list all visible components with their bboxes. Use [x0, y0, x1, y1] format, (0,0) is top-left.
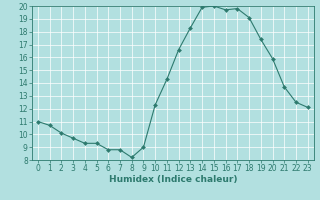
X-axis label: Humidex (Indice chaleur): Humidex (Indice chaleur) — [108, 175, 237, 184]
